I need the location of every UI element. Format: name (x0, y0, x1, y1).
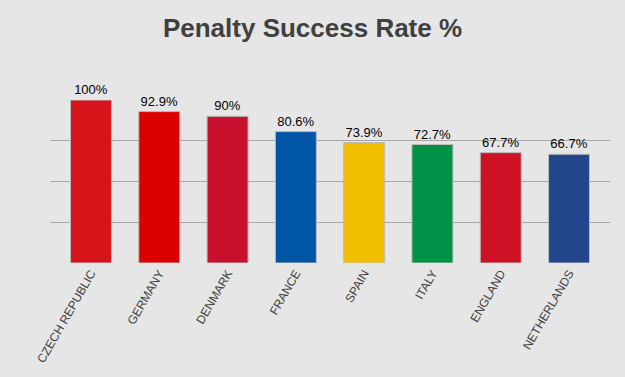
svg-text:FRANCE: FRANCE (267, 268, 304, 318)
svg-text:80.6%: 80.6% (277, 114, 314, 129)
svg-text:72.7%: 72.7% (414, 127, 451, 142)
svg-text:ENGLAND: ENGLAND (467, 267, 508, 325)
svg-text:90%: 90% (214, 98, 240, 113)
svg-text:CZECH REPUBLIC: CZECH REPUBLIC (34, 267, 99, 365)
svg-text:Penalty Success Rate %: Penalty Success Rate % (163, 13, 462, 43)
svg-text:GERMANY: GERMANY (125, 268, 167, 328)
svg-text:SPAIN: SPAIN (342, 268, 372, 305)
svg-text:DENMARK: DENMARK (193, 268, 235, 327)
svg-text:66.7%: 66.7% (550, 136, 587, 151)
svg-text:NETHERLANDS: NETHERLANDS (520, 268, 577, 352)
svg-text:73.9%: 73.9% (345, 125, 382, 140)
svg-text:67.7%: 67.7% (482, 135, 519, 150)
svg-text:ITALY: ITALY (412, 268, 440, 302)
svg-text:92.9%: 92.9% (141, 94, 178, 109)
svg-text:100%: 100% (74, 82, 108, 97)
